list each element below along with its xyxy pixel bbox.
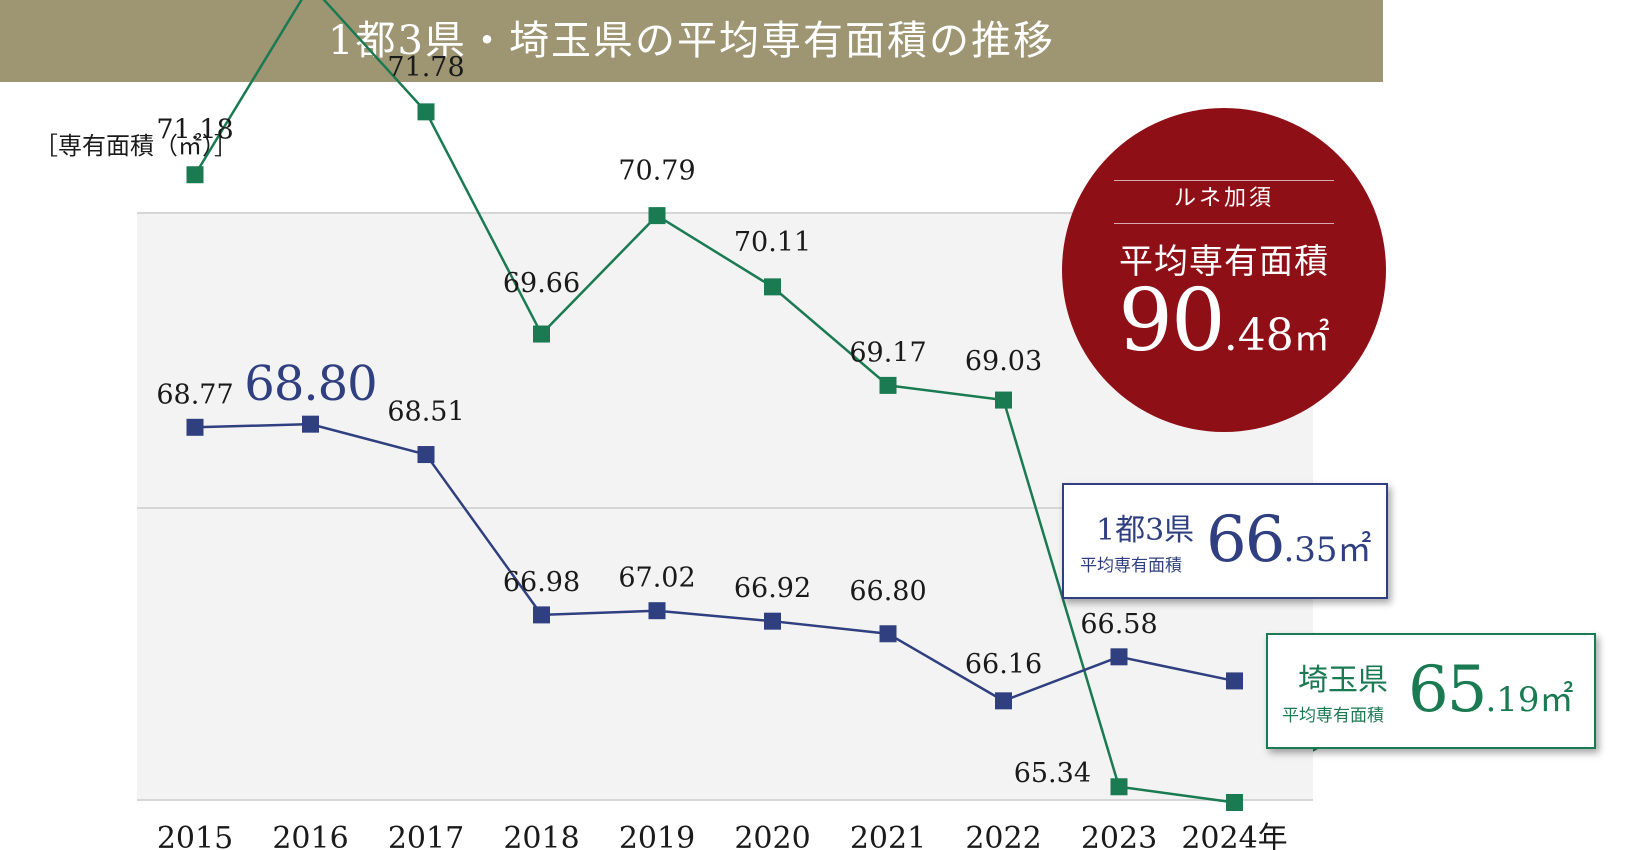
tokyo-data-label: 68.51 [387,397,464,428]
tokyo-data-point [533,606,550,624]
tokyo-data-point [648,602,666,620]
tokyo-callout-name: 1都3県 [1096,513,1195,548]
title-bar [0,0,1383,82]
highlight-label: 平均専有面積 [1119,242,1329,282]
tokyo-callout: 1都3県 平均専有面積 66.35㎡ [1062,483,1388,599]
tokyo-data-label: 68.80 [244,356,376,412]
tokyo-data-point [302,415,319,433]
tokyo-data-point [1226,672,1243,690]
highlight-bubble: ルネ加須 平均専有面積 90.48㎡ [1062,108,1386,432]
saitama-data-point [186,166,204,184]
saitama-data-label: 70.79 [618,156,695,187]
saitama-data-point [1226,793,1243,811]
saitama-data-point [995,391,1012,409]
tokyo-data-label: 66.98 [503,567,580,598]
saitama-data-point [879,376,897,394]
tokyo-data-point [764,612,781,630]
tokyo-data-label: 66.80 [849,576,926,607]
tokyo-data-label: 67.02 [618,563,695,594]
tokyo-data-label: 68.77 [156,379,233,410]
x-tick-label: 2020 [734,821,810,850]
x-tick-label: 2024年 [1181,821,1287,850]
tokyo-callout-label: 平均専有面積 [1080,556,1182,576]
x-tick-label: 2022 [965,821,1041,850]
x-tick-label: 2015 [157,821,233,850]
x-tick-label: 2018 [503,821,579,850]
tokyo-data-point [186,418,204,436]
tokyo-data-point [417,446,435,464]
saitama-data-point [764,278,781,296]
saitama-data-label: 65.34 [1014,758,1091,789]
saitama-data-label: 69.17 [849,337,926,368]
tokyo-data-label: 66.16 [965,649,1042,680]
tokyo-callout-value: 66.35㎡ [1206,503,1372,577]
x-tick-label: 2019 [619,821,695,850]
x-tick-label: 2017 [388,821,464,850]
saitama-callout-label: 平均専有面積 [1282,706,1384,726]
saitama-data-point [648,207,666,225]
saitama-data-label: 69.66 [503,268,580,299]
saitama-callout: 埼玉県 平均専有面積 65.19㎡ [1266,633,1596,749]
saitama-data-label: 69.03 [965,346,1042,377]
saitama-series-line [193,0,1235,804]
saitama-data-label: 71.78 [387,52,464,83]
tokyo-data-point [879,625,897,643]
x-tick-label: 2016 [272,821,348,850]
x-tick-label: 2021 [850,821,926,850]
highlight-unit: ㎡ [1293,318,1330,359]
saitama-data-point [1110,778,1128,796]
tokyo-series-line [194,422,1235,703]
highlight-value: 90.48㎡ [1062,278,1386,364]
highlight-name: ルネ加須 [1173,186,1274,211]
highlight-value-dec: .48 [1223,310,1294,361]
saitama-data-label: 70.11 [734,227,811,258]
tokyo-data-point [995,692,1012,710]
chart-title: 1都3県・埼玉県の平均専有面積の推移 [328,18,1055,64]
tokyo-data-label: 66.58 [1080,609,1157,640]
saitama-callout-value: 65.19㎡ [1408,653,1574,727]
saitama-callout-name: 埼玉県 [1298,663,1388,698]
x-tick-label: 2023 [1081,821,1157,850]
highlight-value-int: 90 [1118,271,1225,371]
saitama-data-label: 71.18 [156,115,233,146]
saitama-data-point [533,325,550,343]
tokyo-data-point [1110,648,1128,666]
saitama-data-point [417,103,435,121]
tokyo-data-label: 66.92 [734,573,811,604]
y-axis-unit-label: ［専有面積（㎡）］ [34,132,238,160]
